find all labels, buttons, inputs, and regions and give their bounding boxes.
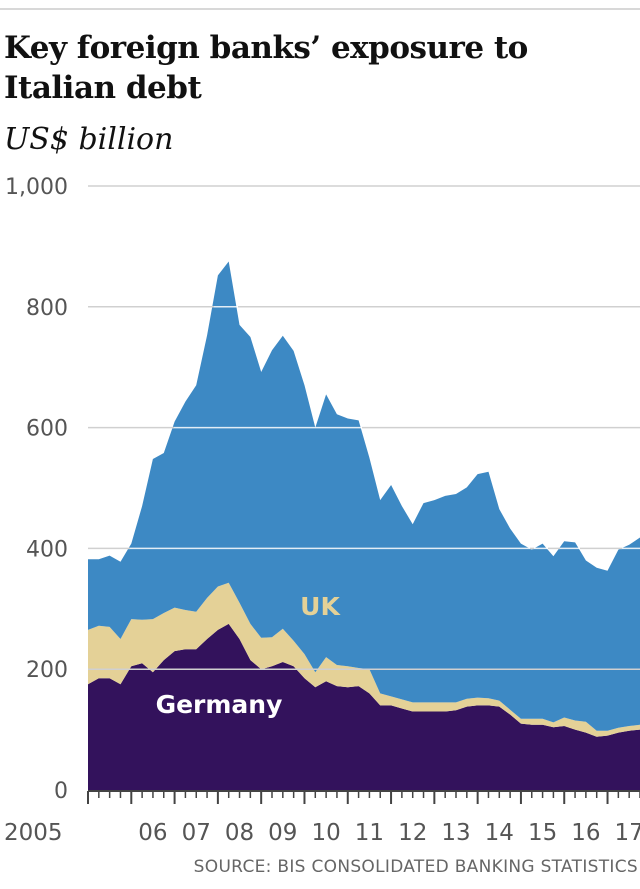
area-france: [88, 261, 640, 731]
x-tick-label: 17: [615, 820, 640, 846]
x-tick-label: 12: [398, 820, 427, 846]
x-tick-label: 2005: [4, 820, 63, 846]
y-tick-label: 400: [26, 537, 68, 562]
y-tick-label: 1,000: [5, 175, 68, 200]
x-tick-label: 16: [571, 820, 600, 846]
y-tick-label: 0: [54, 779, 68, 804]
x-tick-label: 14: [485, 820, 514, 846]
series-label-uk: UK: [300, 592, 341, 621]
y-tick-label: 800: [26, 296, 68, 321]
area-uk: [88, 582, 640, 737]
source-note: SOURCE: BIS CONSOLIDATED BANKING STATIST…: [193, 857, 638, 877]
y-tick-label: 200: [26, 658, 68, 683]
chart-title: Key foreign banks’ exposure to Italian d…: [4, 30, 528, 106]
x-tick-label: 08: [225, 820, 254, 846]
x-tick-label: 06: [138, 820, 167, 846]
top-rule: [0, 8, 640, 10]
series-label-france: France: [340, 358, 434, 387]
x-tick-label: 09: [268, 820, 297, 846]
y-tick-label: 600: [26, 417, 68, 442]
x-tick-label: 11: [355, 820, 384, 846]
x-tick-label: 15: [528, 820, 557, 846]
series-label-germany: Germany: [156, 690, 283, 719]
area-germany: [88, 623, 640, 790]
x-tick-label: 07: [182, 820, 211, 846]
chart-subtitle: US$ billion: [4, 122, 174, 157]
x-tick-label: 10: [311, 820, 340, 846]
x-tick-label: 13: [441, 820, 470, 846]
